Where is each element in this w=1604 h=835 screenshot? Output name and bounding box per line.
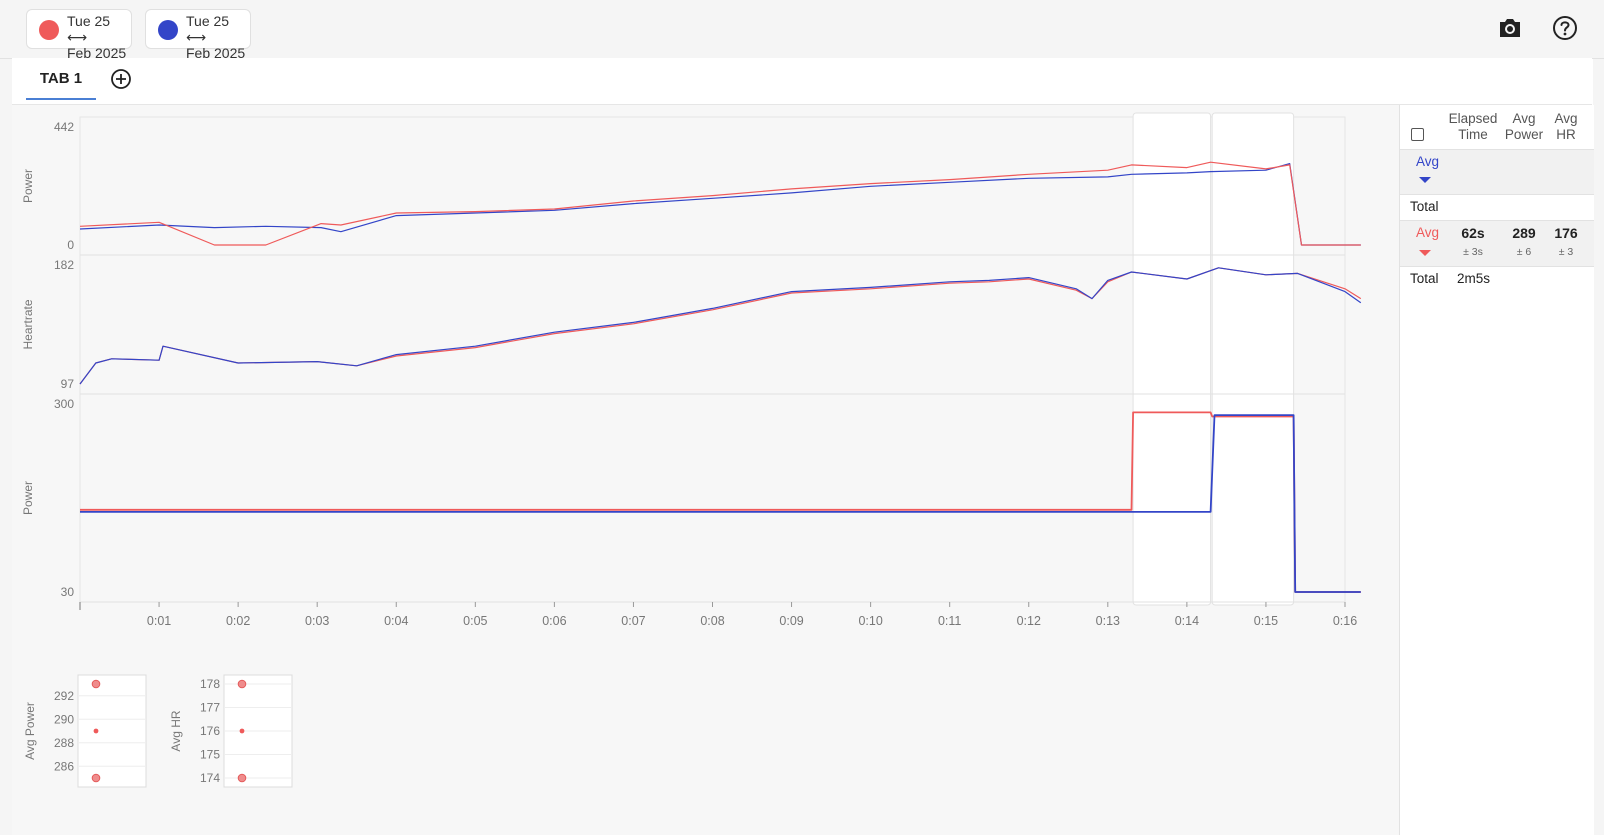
x-tick-label: 0:02 xyxy=(226,614,250,628)
row-divider xyxy=(1400,266,1594,267)
tab-bar: TAB 1 xyxy=(12,58,1592,105)
blue-dot-icon xyxy=(158,20,178,40)
x-tick-label: 0:03 xyxy=(305,614,329,628)
scatter-point xyxy=(237,679,247,689)
left-gutter xyxy=(0,58,12,835)
charts-svg: 442 0 Power 182 97 Heartrate 300 30 Power 0:01 0:0… xyxy=(21,112,1362,788)
x-tick-label: 0:12 xyxy=(1017,614,1041,628)
scatter-y-tick-label: 177 xyxy=(200,701,220,715)
blue-total-label: Total xyxy=(1410,199,1439,214)
x-tick-label: 0:07 xyxy=(621,614,645,628)
chip-date-line1: Tue 25 xyxy=(186,13,230,29)
y-tick-label: 442 xyxy=(54,120,74,134)
red-avg-row[interactable] xyxy=(1400,220,1594,266)
column-header-line2: HR xyxy=(1556,127,1576,142)
left-right-arrow-icon: ⟷ xyxy=(186,29,207,45)
stats-panel: Elapsed Time Avg Power Avg HR Avg Total … xyxy=(1399,105,1594,835)
y-tick-label: 0 xyxy=(67,238,74,252)
series-line xyxy=(79,163,1361,246)
column-header-line2: Power xyxy=(1504,127,1544,142)
scatter-plot-area xyxy=(77,674,147,788)
scatter-point xyxy=(93,728,99,734)
scatter-point xyxy=(91,679,101,689)
series-line xyxy=(79,267,1362,385)
x-tick-label: 0:05 xyxy=(463,614,487,628)
elapsed-time-deviation: ± 3s xyxy=(1463,246,1483,258)
scatter-y-tick-label: 290 xyxy=(54,712,74,726)
x-tick-label: 0:16 xyxy=(1333,614,1357,628)
expand-down-icon[interactable] xyxy=(1419,250,1431,256)
avg-hr-value: 176 xyxy=(1554,225,1578,241)
chip-text: Tue 25 ⟷ Feb 2025 xyxy=(186,13,250,61)
chip-date-line2: Feb 2025 xyxy=(67,45,127,61)
column-header-line1: Elapsed xyxy=(1448,111,1498,126)
scatter-y-tick-label: 292 xyxy=(54,689,74,703)
y-axis-label: Power xyxy=(21,169,35,203)
x-tick-label: 0:14 xyxy=(1175,614,1199,628)
help-icon[interactable] xyxy=(1550,13,1580,43)
date-range-chip-blue[interactable]: Tue 25 ⟷ Feb 2025 xyxy=(145,9,251,61)
blue-avg-row[interactable] xyxy=(1400,149,1594,194)
column-header-line1: Avg xyxy=(1512,111,1536,126)
chip-text: Tue 25 ⟷ Feb 2025 xyxy=(67,13,131,61)
add-circle-icon[interactable] xyxy=(108,66,134,92)
y-tick-label: 30 xyxy=(61,585,75,599)
y-tick-label: 97 xyxy=(61,377,75,391)
left-right-arrow-icon: ⟷ xyxy=(67,29,88,45)
tab-1[interactable]: TAB 1 xyxy=(26,58,96,100)
blue-avg-label: Avg xyxy=(1416,154,1440,169)
red-total-value: 2m5s xyxy=(1457,271,1491,286)
camera-icon[interactable] xyxy=(1495,13,1525,43)
red-dot-icon xyxy=(39,20,59,40)
scatter-y-axis-label: Avg HR xyxy=(169,710,183,751)
expand-down-icon[interactable] xyxy=(1419,177,1431,183)
avg-power-deviation: ± 6 xyxy=(1516,246,1532,258)
red-total-label: Total xyxy=(1410,271,1439,286)
chart-panel: 442 0 Power 182 97 Heartrate 300 30 Power 0:01 0:0… xyxy=(12,105,1399,835)
column-header-avg-power[interactable]: Avg Power xyxy=(1500,111,1548,143)
select-all-checkbox[interactable] xyxy=(1411,128,1424,141)
elapsed-time-value: 62s xyxy=(1461,225,1485,241)
date-range-chip-red[interactable]: Tue 25 ⟷ Feb 2025 xyxy=(26,9,132,61)
selected-interval xyxy=(1211,112,1295,606)
column-header-avg-hr[interactable]: Avg HR xyxy=(1545,111,1587,143)
selected-interval xyxy=(1132,112,1212,606)
x-tick-label: 0:13 xyxy=(1096,614,1120,628)
scatter-point xyxy=(91,773,101,783)
red-avg-label: Avg xyxy=(1416,225,1440,240)
column-header-elapsed-time[interactable]: Elapsed Time xyxy=(1438,111,1508,143)
x-tick-label: 0:08 xyxy=(700,614,724,628)
avg-hr-deviation: ± 3 xyxy=(1558,246,1574,258)
scatter-y-tick-label: 176 xyxy=(200,724,220,738)
y-tick-label: 300 xyxy=(54,397,74,411)
scatter-y-tick-label: 174 xyxy=(200,771,220,785)
blue-total-row xyxy=(1400,194,1594,220)
x-tick-label: 0:01 xyxy=(147,614,171,628)
scatter-y-tick-label: 288 xyxy=(54,736,74,750)
scatter-y-tick-label: 178 xyxy=(200,677,220,691)
scatter-point xyxy=(239,728,245,734)
scatter-y-axis-label: Avg Power xyxy=(23,702,37,760)
x-tick-label: 0:11 xyxy=(938,614,961,628)
scatter-y-tick-label: 175 xyxy=(200,748,220,762)
chip-date-line2: Feb 2025 xyxy=(186,45,246,61)
right-gutter xyxy=(1593,58,1604,835)
x-tick-label: 0:10 xyxy=(858,614,882,628)
chip-date-line1: Tue 25 xyxy=(67,13,111,29)
y-axis-label: Power xyxy=(21,481,35,515)
scatter-point xyxy=(237,773,247,783)
series-line xyxy=(79,161,1361,246)
x-tick-label: 0:06 xyxy=(542,614,566,628)
series-line xyxy=(80,414,1361,593)
avg-power-value: 289 xyxy=(1512,225,1536,241)
y-tick-label: 182 xyxy=(54,258,74,272)
x-tick-label: 0:04 xyxy=(384,614,408,628)
x-tick-label: 0:09 xyxy=(779,614,803,628)
x-tick-label: 0:15 xyxy=(1254,614,1278,628)
column-header-line1: Avg xyxy=(1554,111,1578,126)
y-axis-label: Heartrate xyxy=(21,299,35,349)
scatter-y-tick-label: 286 xyxy=(54,759,74,773)
top-bar: Tue 25 ⟷ Feb 2025 Tue 25 ⟷ Feb 2025 xyxy=(0,0,1604,61)
column-header-line2: Time xyxy=(1458,127,1488,142)
